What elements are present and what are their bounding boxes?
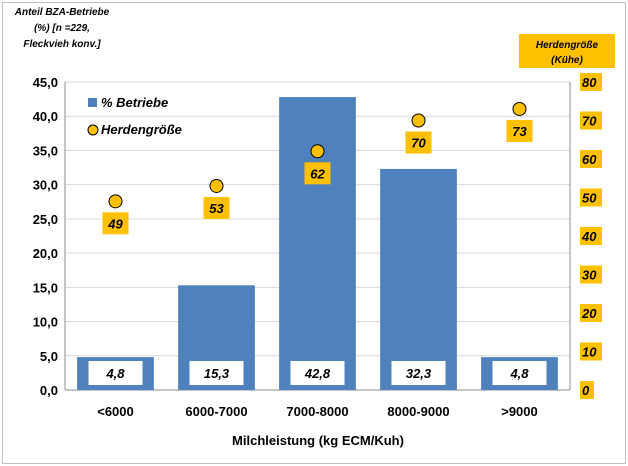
scatter-value-box [405,131,432,154]
y-axis-tick-labels: 0,0 5,0 10,0 15,0 20,0 25,0 30,0 35,0 40,0 45,0 [33,75,58,398]
bar-value-label: 42,8 [304,366,331,381]
y2-tick-label: 70 [582,114,597,129]
bar [279,97,356,391]
y2-tick-box [580,265,602,284]
legend-swatch-bar [88,98,97,107]
y2-tick-label: 20 [581,306,597,321]
y2-tick-box [580,150,602,168]
bar-value-box [492,361,547,385]
y-tick-label: 5,0 [40,349,58,364]
scatter-point [108,194,123,209]
x-tick-label: 7000-8000 [286,404,348,419]
y2-tick-label: 30 [582,268,597,283]
y2-axis-title-box [519,34,615,68]
y-tick-label: 40,0 [33,109,58,124]
bar-value-box [88,361,143,385]
y-tick-label: 30,0 [33,178,58,193]
bar-value-box [290,361,345,385]
scatter-value-label: 53 [209,201,224,216]
legend-label-herdengroesse: Herdengröße [101,122,182,137]
y2-tick-box [580,188,602,207]
scatter-point [310,144,325,159]
y-tick-label: 20,0 [33,246,58,261]
scatter-value-label: 73 [512,124,527,139]
x-tick-label: 8000-9000 [387,404,449,419]
scatter-series [108,101,527,209]
y2-axis-title-line: Herdengröße [536,40,599,51]
scatter-value-box [203,196,230,219]
y2-tick-label: 50 [582,191,597,206]
bar-value-label: 4,8 [105,366,125,381]
y-tick-label: 0,0 [40,383,58,398]
y-axis-title-line: Anteil BZA-Betriebe [14,7,110,18]
x-axis-tick-labels: <6000 6000-7000 7000-8000 8000-9000 >9000 [97,404,538,419]
y-axis-title-line: Fleckvieh konv.] [23,39,101,50]
y2-tick-box [580,381,594,399]
y-tick-label: 25,0 [33,212,58,227]
bar-value-box [391,361,446,385]
y-axis-title: Anteil BZA-Betriebe (%) [n =229, Fleckvi… [14,7,110,50]
y-tick-label: 15,0 [33,280,58,295]
scatter-value-box [102,212,129,235]
scatter-point [411,113,426,128]
x-tick-label: 6000-7000 [185,404,247,419]
y-axis-title-line: (%) [n =229, [34,23,90,34]
bar-value-label: 4,8 [509,366,529,381]
legend-swatch-point [87,124,99,136]
y2-tick-label: 80 [582,75,597,90]
scatter-value-box [506,119,533,142]
y2-tick-box [580,342,602,361]
scatter-value-label: 70 [411,136,426,151]
x-axis-title: Milchleistung (kg ECM/Kuh) [232,433,404,448]
y2-axis-title: Herdengröße (Kühe) [519,34,615,68]
scatter-point [209,178,224,193]
bar-value-label: 32,3 [406,366,432,381]
legend: % Betriebe Herdengröße [87,95,182,137]
y2-tick-box [580,304,602,322]
y2-tick-label: 40 [581,229,597,244]
scatter-value-label: 62 [310,166,325,181]
y2-tick-box [580,227,602,245]
bar [380,168,457,390]
x-tick-label: >9000 [501,404,538,419]
y2-axis-title-line: (Kühe) [551,55,583,66]
bar-value-box [189,361,244,385]
x-tick-label: <6000 [97,404,134,419]
scatter-value-labels: 49 53 62 70 73 [102,119,533,235]
y2-tick-box [580,73,602,91]
y2-tick-label: 0 [582,383,590,398]
y2-tick-box [580,111,602,130]
y-tick-label: 10,0 [33,315,58,330]
scatter-value-label: 49 [107,216,123,231]
scatter-point [512,101,527,116]
y2-axis-tick-labels: 0 10 20 30 40 50 60 70 80 [580,73,602,399]
scatter-value-box [304,162,331,185]
y2-tick-label: 10 [582,345,597,360]
y-tick-label: 45,0 [33,75,58,90]
bar-value-labels: 4,8 15,3 42,8 32,3 4,8 [88,361,547,385]
bar-value-label: 15,3 [204,366,230,381]
legend-label-betriebe: % Betriebe [101,95,168,110]
y-tick-label: 35,0 [33,143,58,158]
y2-tick-label: 60 [582,152,597,167]
